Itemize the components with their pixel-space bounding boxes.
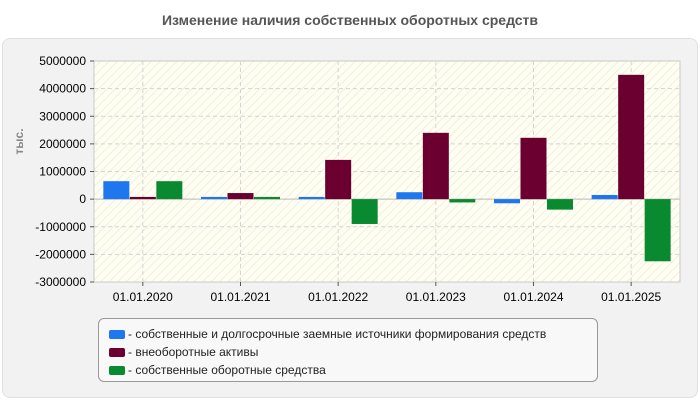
- y-tick-label: 1000000: [39, 165, 86, 179]
- bar-series-0: [103, 181, 130, 200]
- legend-label-sources: собственные и долгосрочные заемные источ…: [135, 327, 547, 341]
- x-tick-label: 01.01.2025: [601, 290, 661, 304]
- y-tick-label: -3000000: [35, 275, 86, 289]
- legend-dash: -: [128, 345, 136, 359]
- bar-series-1: [520, 137, 547, 200]
- bar-series-2: [644, 199, 671, 262]
- y-tick-label: -2000000: [35, 247, 86, 261]
- bar-series-1: [227, 193, 254, 200]
- bar-series-2: [547, 199, 573, 210]
- chart-title: Изменение наличия собственных оборотных …: [161, 12, 539, 28]
- bar-series-2: [351, 199, 378, 224]
- plot-area: [93, 60, 681, 283]
- legend-label-working-capital: собственные оборотные средства: [135, 363, 326, 377]
- x-tick-label: 01.01.2021: [210, 290, 270, 304]
- y-tick-label: 5000000: [39, 54, 86, 68]
- x-tick-label: 01.01.2023: [406, 290, 466, 304]
- legend-item-noncurrent-assets: - внеоборотные активы: [109, 343, 597, 361]
- bar-series-0: [298, 196, 325, 200]
- legend-swatch-working-capital: [109, 365, 125, 375]
- chart-legend: - собственные и долгосрочные заемные ист…: [98, 318, 598, 382]
- y-tick-label: 3000000: [39, 109, 86, 123]
- bar-series-1: [422, 132, 449, 200]
- bar-series-2: [156, 181, 183, 200]
- y-tick-label: -1000000: [35, 220, 86, 234]
- bar-series-0: [396, 192, 423, 200]
- legend-swatch-noncurrent-assets: [109, 347, 125, 357]
- x-tick-label: 01.01.2022: [308, 290, 368, 304]
- y-tick-label: 0: [79, 192, 86, 206]
- bar-series-1: [325, 159, 352, 200]
- bar-series-2: [254, 196, 280, 200]
- x-tick-label: 01.01.2024: [503, 290, 563, 304]
- legend-item-sources: - собственные и долгосрочные заемные ист…: [109, 325, 597, 343]
- bar-series-0: [201, 196, 227, 200]
- bar-series-0: [591, 194, 618, 200]
- legend-swatch-sources: [109, 329, 125, 339]
- bar-series-2: [449, 199, 476, 203]
- bar-series-1: [618, 74, 645, 200]
- legend-label-noncurrent-assets: внеоборотные активы: [135, 345, 259, 359]
- legend-dash: -: [128, 327, 136, 341]
- y-tick-label: 2000000: [39, 137, 86, 151]
- y-tick-label: 4000000: [39, 82, 86, 96]
- legend-item-working-capital: - собственные оборотные средства: [109, 361, 597, 379]
- legend-dash: -: [128, 363, 136, 377]
- bar-series-1: [129, 196, 156, 200]
- bar-series-0: [494, 199, 520, 204]
- y-axis-title: тыс.: [12, 128, 26, 154]
- x-tick-label: 01.01.2020: [113, 290, 173, 304]
